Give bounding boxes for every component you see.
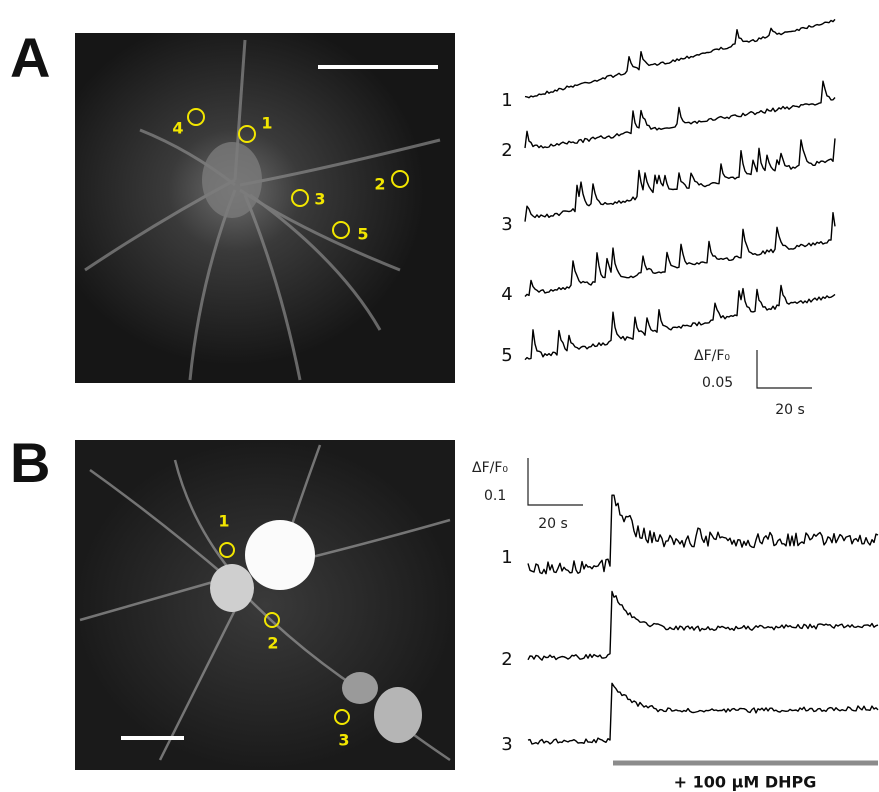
trace-label: 5 [501, 345, 512, 366]
roi [334, 709, 350, 725]
panel-label: A [10, 26, 50, 89]
scale-bar [527, 458, 583, 506]
trace-label: 1 [501, 547, 512, 568]
trace [527, 494, 879, 575]
trace-label: 1 [501, 90, 512, 111]
roi [291, 189, 309, 207]
scale-y-value: 0.1 [484, 488, 506, 504]
roi-label: 5 [357, 225, 368, 244]
trace [524, 18, 836, 99]
roi-label: 2 [267, 634, 278, 653]
scale-x-value: 20 s [775, 402, 805, 418]
scale-y-label: ΔF/F₀ [694, 348, 730, 364]
trace [524, 138, 836, 222]
roi [391, 170, 409, 188]
trace-label: 3 [501, 214, 512, 235]
scale-x-value: 20 s [538, 516, 568, 532]
roi [332, 221, 350, 239]
scale-y-label: ΔF/F₀ [472, 460, 508, 476]
roi-label: 4 [172, 119, 183, 138]
roi [238, 125, 256, 143]
scale-bar [756, 350, 812, 389]
soma [245, 520, 315, 590]
soma [202, 142, 262, 218]
roi-label: 3 [314, 190, 325, 209]
trace-label: 2 [501, 649, 512, 670]
panel-label: B [10, 431, 50, 494]
roi [264, 612, 280, 628]
trace [524, 212, 836, 297]
trace-label: 3 [501, 734, 512, 755]
trace [524, 284, 836, 361]
trace [527, 682, 879, 745]
soma [210, 564, 254, 612]
roi-label: 2 [374, 175, 385, 194]
trace-label: 4 [501, 284, 512, 305]
roi [219, 542, 235, 558]
roi [187, 108, 205, 126]
soma [374, 687, 422, 743]
trace-label: 2 [501, 140, 512, 161]
roi-label: 3 [338, 731, 349, 750]
trace [527, 590, 879, 661]
scale-y-value: 0.05 [702, 375, 733, 391]
roi-label: 1 [218, 512, 229, 531]
trace [524, 80, 836, 149]
roi-label: 1 [261, 114, 272, 133]
treatment-label: + 100 µM DHPG [674, 773, 817, 792]
soma [342, 672, 378, 704]
